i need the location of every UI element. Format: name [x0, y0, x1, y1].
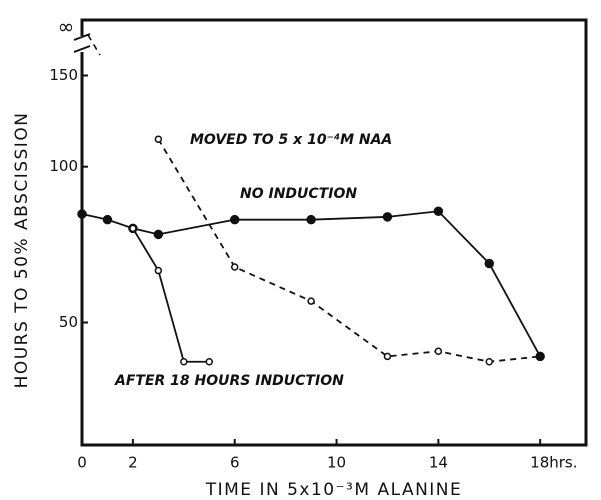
data-point	[484, 258, 495, 269]
data-point	[485, 357, 494, 366]
data-point	[230, 263, 239, 271]
data-point	[229, 214, 240, 225]
x-axis-label: TIME IN 5x10⁻³M ALANINE	[205, 480, 463, 500]
data-point	[153, 229, 164, 240]
data-point	[154, 135, 163, 143]
series-label: AFTER 18 HOURS INDUCTION	[114, 373, 344, 389]
series-line	[81, 210, 541, 357]
data-point	[154, 266, 163, 275]
data-point	[180, 357, 188, 366]
data-point	[205, 357, 214, 366]
data-point	[383, 352, 392, 361]
series-label: MOVED TO 5 x 10⁻⁴M NAA	[190, 132, 392, 148]
y-tick-label: 50	[59, 313, 78, 331]
data-point	[434, 347, 443, 356]
infinity-label: ∞	[58, 15, 75, 39]
x-tick-label: 6	[230, 454, 240, 472]
data-point	[382, 212, 393, 222]
x-tick-label: 2	[128, 454, 138, 472]
series-label: NO INDUCTION	[240, 186, 357, 202]
y-tick-label: 100	[49, 157, 78, 175]
data-point	[433, 206, 444, 217]
axis-break	[73, 33, 91, 41]
axis-break	[73, 45, 91, 53]
series-line	[132, 227, 210, 363]
data-point	[535, 351, 545, 362]
y-axis-label: HOURS TO 50% ABSCISSION	[12, 112, 32, 389]
infinity-line	[87, 34, 101, 56]
plot-frame	[80, 18, 588, 447]
series-line	[157, 138, 541, 363]
x-tick-label: 10	[327, 454, 346, 472]
data-point	[129, 224, 137, 233]
y-tick-label: 150	[49, 66, 78, 84]
x-tick-label: 0	[77, 454, 87, 472]
x-tick-label: 18hrs.	[530, 454, 577, 472]
data-point	[306, 214, 316, 225]
data-point	[102, 214, 113, 225]
data-point	[77, 209, 87, 219]
x-tick-label: 14	[429, 454, 448, 472]
data-point	[307, 297, 315, 305]
